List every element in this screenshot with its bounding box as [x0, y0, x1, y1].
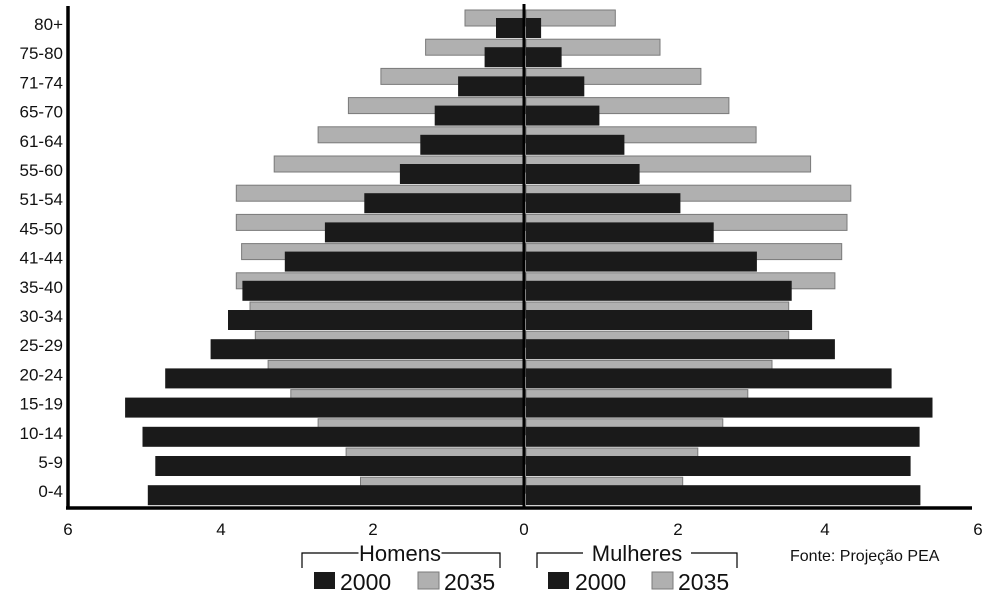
bar-homens-2000-0-4	[147, 485, 525, 506]
bar-homens-2000-15-19	[125, 397, 524, 418]
x-tick-label: 6	[973, 520, 982, 539]
x-axis-ticks: 6 4 2 0 2 4 6	[63, 520, 982, 539]
men-bars	[125, 9, 525, 506]
bar-mulheres-2000-61-64	[526, 134, 625, 155]
legend-label: 2035	[444, 569, 495, 593]
age-label: 10-14	[20, 424, 63, 443]
x-tick-label: 4	[820, 520, 829, 539]
axes	[66, 4, 972, 510]
bar-mulheres-2000-10-14	[526, 426, 920, 447]
legend-swatch-2035	[651, 571, 674, 590]
legend-bracket	[441, 552, 501, 568]
bar-mulheres-2000-65-70	[526, 105, 600, 126]
bar-mulheres-2000-5-9	[526, 456, 911, 476]
bar-mulheres-2000-25-29	[526, 339, 835, 360]
age-label: 51-54	[20, 190, 63, 209]
age-label: 45-50	[20, 219, 63, 238]
bar-homens-2000-61-64	[420, 134, 524, 155]
age-label: 71-74	[20, 73, 63, 92]
bar-mulheres-2000-55-60	[526, 164, 640, 184]
source-note: Fonte: Projeção PEA	[790, 548, 940, 565]
legend-label: 2000	[575, 569, 626, 593]
x-tick-label: 2	[673, 520, 682, 539]
bar-homens-2000-30-34	[228, 310, 524, 330]
bar-mulheres-2000-0-4	[526, 485, 921, 506]
legend-label: 2000	[340, 569, 391, 593]
legend-bracket	[301, 552, 359, 568]
legend-swatch-2035	[417, 571, 440, 590]
bar-mulheres-2000-20-24	[526, 368, 892, 389]
women-bars	[525, 9, 933, 506]
age-label: 41-44	[20, 249, 63, 268]
bar-homens-2000-80+	[496, 18, 524, 38]
legend-title: Homens	[359, 541, 441, 566]
age-label: 15-19	[20, 395, 63, 414]
legend-homens: Homens 2000 2035	[301, 541, 501, 593]
legend-title: Mulheres	[592, 541, 682, 566]
bar-homens-2000-25-29	[210, 339, 524, 360]
bar-homens-2000-41-44	[284, 251, 524, 272]
x-tick-label: 4	[216, 520, 225, 539]
bar-homens-2000-10-14	[142, 426, 524, 447]
age-label: 35-40	[20, 278, 63, 297]
age-label: 80+	[34, 15, 63, 34]
bar-mulheres-2000-15-19	[526, 397, 933, 418]
bar-mulheres-2000-35-40	[526, 280, 792, 301]
bar-homens-2000-45-50	[324, 222, 524, 243]
age-label: 0-4	[38, 482, 63, 501]
x-tick-label: 6	[63, 520, 72, 539]
bar-homens-2000-75-80	[484, 47, 524, 68]
age-label: 75-80	[20, 44, 63, 63]
age-label: 20-24	[20, 365, 63, 384]
x-tick-label: 2	[368, 520, 377, 539]
bar-mulheres-2000-71-74	[526, 76, 585, 97]
age-group-labels: 80+ 75-80 71-74 65-70 61-64 55-60 51-54 45-50 41…	[20, 15, 64, 501]
bar-mulheres-2000-45-50	[526, 222, 714, 243]
legend-swatch-2000	[314, 572, 335, 589]
bar-mulheres-2000-75-80	[526, 47, 562, 68]
legend-bracket	[536, 552, 583, 568]
legend-bracket	[691, 552, 738, 568]
bar-mulheres-2000-80+	[526, 18, 542, 38]
legend-swatch-2000	[548, 572, 569, 589]
bar-mulheres-2000-41-44	[526, 251, 757, 272]
legend-label: 2035	[678, 569, 729, 593]
age-label: 65-70	[20, 103, 63, 122]
bar-homens-2000-5-9	[155, 456, 525, 476]
age-label: 55-60	[20, 161, 63, 180]
bar-homens-2000-20-24	[165, 368, 524, 389]
age-label: 5-9	[38, 453, 63, 472]
x-tick-label: 0	[519, 520, 528, 539]
bar-mulheres-2000-30-34	[526, 310, 813, 330]
bar-homens-2000-71-74	[458, 76, 524, 97]
bar-mulheres-2000-51-54	[526, 193, 681, 214]
bar-homens-2000-51-54	[364, 193, 524, 214]
age-label: 30-34	[20, 307, 63, 326]
age-label: 25-29	[20, 336, 63, 355]
bar-homens-2000-65-70	[434, 105, 524, 126]
legends: Homens 2000 2035 Mulheres 2000 2035	[301, 541, 738, 593]
legend-mulheres: Mulheres 2000 2035	[536, 541, 738, 593]
bar-homens-2000-35-40	[242, 280, 524, 301]
age-label: 61-64	[20, 132, 63, 151]
bar-homens-2000-55-60	[399, 164, 524, 184]
